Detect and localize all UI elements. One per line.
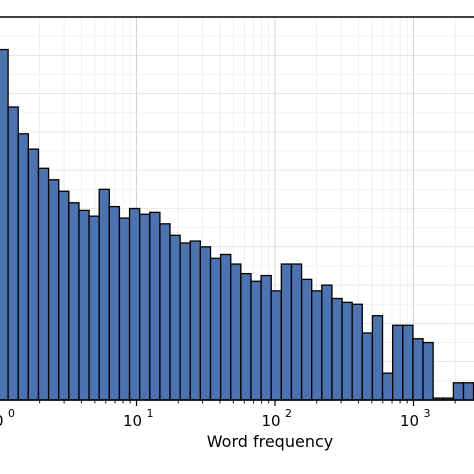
histogram-bar (412, 338, 424, 401)
histogram-bar (209, 257, 222, 401)
histogram-bar (331, 297, 343, 401)
histogram-bar (47, 179, 60, 401)
histogram-bar (381, 372, 394, 401)
histogram-bar (7, 106, 19, 401)
histogram-bar (17, 133, 30, 401)
histogram-bar (139, 213, 151, 401)
histogram-bar (462, 382, 474, 401)
histogram-bar (58, 190, 70, 401)
histogram-bar (402, 324, 414, 401)
histogram-bar (452, 382, 465, 401)
histogram-bar (169, 234, 181, 401)
histogram-bar (371, 315, 384, 401)
x-tick-label: 10 (400, 412, 419, 430)
histogram-bar (361, 332, 374, 401)
histogram-bars (0, 48, 474, 401)
histogram-bar (321, 284, 333, 401)
histogram-bar (270, 290, 282, 401)
histogram-bar (290, 263, 303, 401)
x-tick-label: 10 (123, 412, 142, 430)
histogram-bar (341, 301, 353, 401)
histogram-bar (422, 341, 434, 401)
histogram-bar (78, 209, 90, 401)
histogram-bar (392, 324, 404, 401)
x-axis-label: Word frequency (207, 432, 333, 451)
histogram-bar (199, 246, 212, 401)
histogram-bar (128, 207, 141, 401)
histogram-bar (98, 188, 110, 401)
x-axis-ticks: 10 0 10 1 10 2 10 3 (0, 400, 456, 430)
histogram-bar (230, 263, 242, 401)
histogram-bar (88, 215, 100, 401)
x-tick-label: 10 (261, 412, 280, 430)
x-tick-exponent: 2 (285, 407, 292, 420)
x-tick-label: 10 (0, 412, 4, 430)
histogram-bar (351, 303, 363, 401)
histogram-bar (108, 205, 121, 401)
histogram-bar (179, 242, 191, 401)
histogram-bar (240, 272, 252, 401)
histogram-bar (219, 253, 232, 401)
x-tick-exponent: 1 (147, 407, 154, 420)
histogram-bar (68, 202, 80, 401)
histogram-bar (118, 217, 131, 401)
histogram-bar (300, 278, 313, 401)
histogram-bar (37, 167, 50, 401)
x-tick-exponent: 3 (424, 407, 431, 420)
histogram-bar (159, 223, 171, 401)
histogram-bar (189, 240, 202, 401)
histogram-bar (311, 290, 323, 401)
histogram-bar (250, 280, 262, 401)
histogram-bar (27, 148, 40, 401)
histogram-bar (149, 211, 161, 401)
histogram-bar (260, 274, 272, 401)
histogram-bar (280, 263, 293, 401)
x-tick-exponent: 0 (8, 407, 15, 420)
histogram-bar (0, 48, 9, 401)
